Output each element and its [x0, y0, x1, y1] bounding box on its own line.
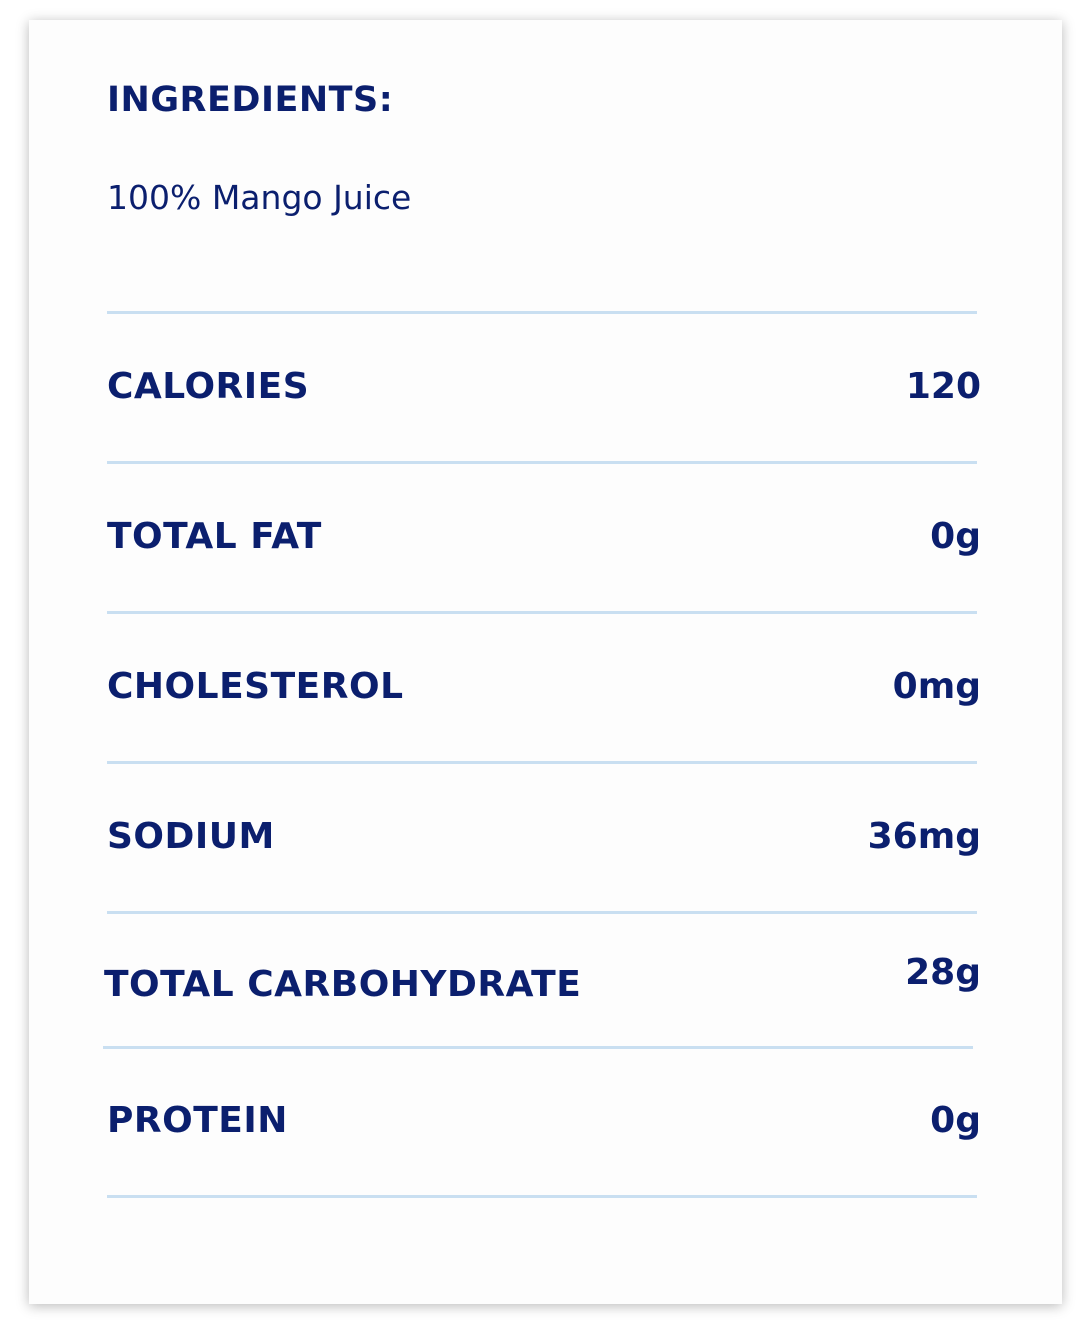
- divider: [107, 911, 977, 914]
- nutrition-value-calories: 120: [905, 366, 981, 407]
- nutrition-label-protein: PROTEIN: [107, 1100, 288, 1141]
- divider: [107, 461, 977, 464]
- nutrition-label-total-carbohydrate: TOTAL CARBOHYDRATE: [104, 964, 582, 1005]
- nutrition-label-calories: CALORIES: [107, 366, 310, 407]
- nutrition-value-total-carbohydrate: 28g: [905, 952, 981, 993]
- divider: [107, 311, 977, 314]
- nutrition-label-total-fat: TOTAL FAT: [107, 516, 322, 557]
- nutrition-value-sodium: 36mg: [867, 816, 981, 857]
- nutrition-card: [29, 20, 1062, 1304]
- ingredients-heading: INGREDIENTS:: [107, 80, 394, 120]
- nutrition-value-cholesterol: 0mg: [892, 666, 981, 707]
- divider: [107, 1195, 977, 1198]
- nutrition-value-protein: 0g: [930, 1100, 981, 1141]
- ingredients-text: 100% Mango Juice: [107, 178, 412, 217]
- nutrition-label-cholesterol: CHOLESTEROL: [107, 666, 404, 707]
- nutrition-label-sodium: SODIUM: [107, 816, 275, 857]
- divider: [103, 1046, 973, 1049]
- divider: [107, 611, 977, 614]
- nutrition-value-total-fat: 0g: [930, 516, 981, 557]
- divider: [107, 761, 977, 764]
